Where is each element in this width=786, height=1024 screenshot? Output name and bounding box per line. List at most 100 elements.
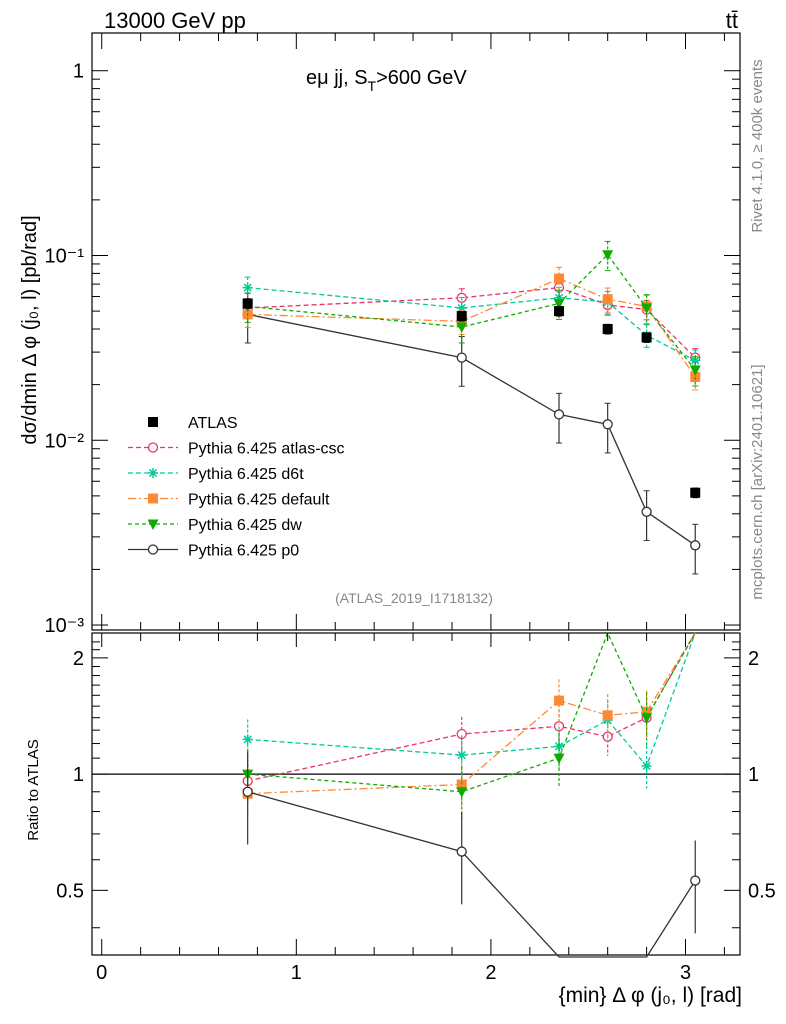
ratio-point — [242, 734, 253, 745]
legend-label: Pythia 6.425 default — [188, 492, 330, 509]
header-right: tt̄ — [726, 8, 738, 33]
data-point — [554, 306, 565, 317]
side-text-mcplots: mcplots.cern.ch [arXiv:2401.10621] — [749, 364, 766, 599]
ratio-tick-label-right: 0.5 — [748, 880, 776, 902]
legend-marker — [147, 442, 159, 453]
ratio-line — [247, 791, 696, 958]
legend-marker — [148, 417, 158, 427]
legend-label: Pythia 6.425 dw — [188, 517, 302, 534]
main-frame — [91, 32, 741, 631]
ratio-line — [247, 632, 696, 795]
main-axis-ticks: 1 10⁻¹ 10⁻² 10⁻³ — [45, 61, 740, 637]
ratio-y-axis-label: Ratio to ATLAS — [25, 739, 42, 840]
legend-label: Pythia 6.425 d6t — [188, 466, 304, 483]
data-point — [553, 409, 565, 420]
ratio-tick-label: 1 — [73, 764, 84, 786]
legend-entry: Pythia 6.425 atlas-csc — [128, 441, 345, 458]
chart-title: eμ jj, ST>600 GeV — [306, 67, 467, 94]
title-main: eμ jj, S — [306, 67, 368, 89]
y-tick-label: 1 — [73, 61, 84, 83]
data-point — [456, 302, 467, 313]
ratio-tick-label: 2 — [73, 648, 84, 670]
data-point — [242, 282, 253, 293]
data-point — [602, 324, 613, 335]
ratio-point — [553, 753, 565, 765]
data-point — [554, 273, 565, 284]
ratio-point — [602, 710, 613, 721]
ratio-line — [247, 632, 696, 768]
ratio-line — [247, 631, 696, 793]
data-point — [641, 506, 652, 517]
data-point — [456, 352, 467, 363]
legend-label: ATLAS — [188, 415, 238, 432]
ratio-series-group — [242, 631, 701, 958]
legend-entry: Pythia 6.425 dw — [128, 517, 302, 534]
y-tick-label: 10⁻² — [45, 430, 85, 452]
ratio-point — [456, 846, 467, 857]
legend-label: Pythia 6.425 atlas-csc — [188, 441, 345, 458]
legend-label: Pythia 6.425 p0 — [188, 543, 299, 560]
ratio-point — [554, 695, 565, 706]
ratio-point — [690, 875, 701, 886]
series-line — [247, 286, 696, 362]
ratio-point — [456, 750, 467, 761]
x-tick-label: 2 — [485, 962, 496, 984]
data-point — [690, 540, 701, 551]
legend-marker — [148, 493, 158, 504]
legend-marker — [147, 544, 159, 555]
series-line — [247, 313, 696, 546]
ratio-frame — [91, 632, 741, 956]
x-tick-label: 3 — [680, 962, 691, 984]
data-point — [456, 311, 467, 322]
legend-marker — [147, 519, 159, 530]
x-axis-label: {min} Δ φ (j₀, l) [rad] — [559, 984, 742, 1007]
series-line — [247, 286, 696, 359]
data-point — [242, 298, 253, 309]
header-left: 13000 GeV pp — [104, 8, 246, 33]
x-tick-label: 1 — [291, 962, 302, 984]
side-text-rivet: Rivet 4.1.0, ≥ 400k events — [749, 59, 766, 232]
data-point — [456, 322, 468, 334]
ratio-point — [641, 713, 653, 724]
legend-entry: ATLAS — [148, 415, 238, 432]
data-point — [602, 294, 613, 305]
main-series-group — [242, 240, 701, 575]
data-point — [641, 303, 653, 314]
title-tail: >600 GeV — [376, 67, 467, 89]
y-axis-label: dσ/dmin Δ φ (j₀, l) [pb/rad] — [19, 215, 41, 444]
ratio-point — [456, 728, 467, 740]
legend: ATLAS Pythia 6.425 atlas-csc Pythia 6.425 … — [128, 415, 345, 560]
legend-entry: Pythia 6.425 p0 — [128, 543, 299, 560]
ratio-point — [242, 786, 253, 797]
x-axis-ticks: 0 1 2 3 — [96, 33, 725, 984]
watermark: (ATLAS_2019_I1718132) — [335, 590, 493, 606]
ratio-point — [641, 706, 652, 717]
y-tick-label: 10⁻³ — [45, 615, 85, 637]
ratio-axis-ticks: 0.5 0.5 1 1 2 2 — [56, 641, 776, 929]
data-point — [602, 250, 614, 261]
title-sub: T — [368, 78, 377, 94]
data-point — [553, 298, 565, 310]
data-point — [689, 365, 701, 377]
data-point — [690, 355, 701, 366]
ratio-point — [456, 787, 468, 798]
ratio-tick-label: 0.5 — [56, 880, 84, 902]
legend-entry: Pythia 6.425 d6t — [128, 466, 304, 483]
ratio-panel: 0.5 0.5 1 1 2 2 — [56, 631, 776, 958]
legend-entry: Pythia 6.425 default — [128, 492, 330, 509]
ratio-point — [554, 741, 565, 752]
series-line — [247, 253, 696, 371]
y-tick-label: 10⁻¹ — [45, 245, 85, 267]
main-panel: eμ jj, ST>600 GeV (ATLAS_2019_I1718132) … — [45, 32, 741, 637]
ratio-pythia-6-425-p0 — [242, 751, 701, 958]
data-point — [641, 332, 652, 343]
data-point — [690, 487, 701, 498]
data-point — [602, 419, 613, 430]
ratio-tick-label-right: 1 — [748, 764, 759, 786]
legend-marker — [148, 468, 158, 478]
x-tick-label: 0 — [96, 962, 107, 984]
ratio-tick-label-right: 2 — [748, 648, 759, 670]
ratio-point — [641, 760, 652, 771]
